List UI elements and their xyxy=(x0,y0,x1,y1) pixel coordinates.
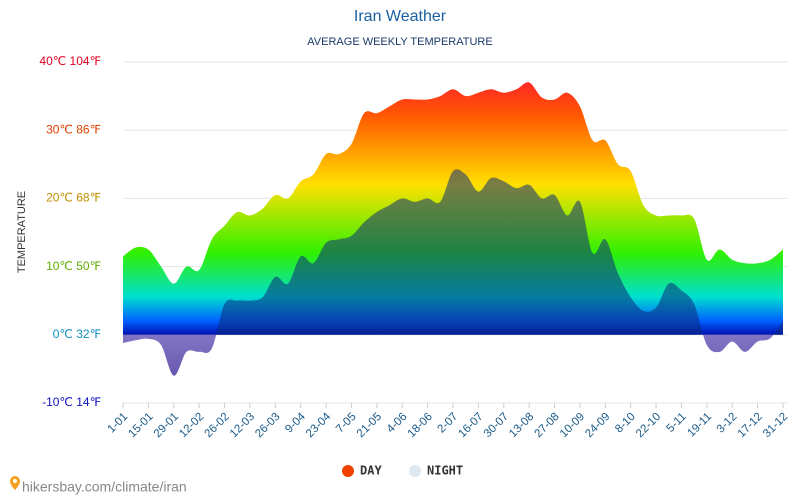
x-tick-label: 30-07 xyxy=(482,411,511,440)
legend-swatch xyxy=(342,465,354,477)
y-tick-label: 40℃ 104℉ xyxy=(39,54,101,68)
x-tick-label: 23-04 xyxy=(304,410,334,440)
pin-dot xyxy=(13,479,17,483)
x-tick-label: 15-01 xyxy=(126,411,155,440)
x-tick-label: 12-02 xyxy=(177,411,206,440)
x-tick-label: 22-10 xyxy=(634,411,663,440)
legend-label: NIGHT xyxy=(427,464,463,478)
source-text: hikersbay.com/climate/iran xyxy=(22,479,187,495)
x-tick-label: 10-09 xyxy=(558,411,587,440)
y-tick-label: 10℃ 50℉ xyxy=(46,259,101,273)
source: hikersbay.com/climate/iran xyxy=(10,476,187,495)
x-tick-label: 13-08 xyxy=(507,411,536,440)
y-tick-label: -10℃ 14℉ xyxy=(42,395,101,409)
y-tick-label: 20℃ 68℉ xyxy=(46,191,101,205)
legend-label: DAY xyxy=(360,464,382,478)
x-tick-label: 16-07 xyxy=(456,411,485,440)
x-tick-label: 24-09 xyxy=(583,411,612,440)
y-tick-label: 30℃ 86℉ xyxy=(46,122,101,136)
chart-subtitle: AVERAGE WEEKLY TEMPERATURE xyxy=(307,36,492,48)
x-tick-label: 17-12 xyxy=(736,411,765,440)
x-tick-label: 18-06 xyxy=(406,411,435,440)
y-tick-label: 0℃ 32℉ xyxy=(53,327,101,341)
night-area xyxy=(123,169,783,376)
x-tick-label: 19-11 xyxy=(685,411,714,440)
x-tick-label: 26-02 xyxy=(203,411,232,440)
x-tick-label: 26-03 xyxy=(253,411,282,440)
x-tick-label: 27-08 xyxy=(533,411,562,440)
chart-title: Iran Weather xyxy=(354,8,447,25)
y-axis-title: TEMPERATURE xyxy=(16,191,28,273)
x-tick-label: 21-05 xyxy=(355,411,384,440)
legend-swatch xyxy=(409,465,421,477)
x-tick-label: 29-01 xyxy=(152,411,181,440)
x-tick-label: 31-12 xyxy=(761,411,790,440)
x-tick-label: 12-03 xyxy=(228,411,257,440)
